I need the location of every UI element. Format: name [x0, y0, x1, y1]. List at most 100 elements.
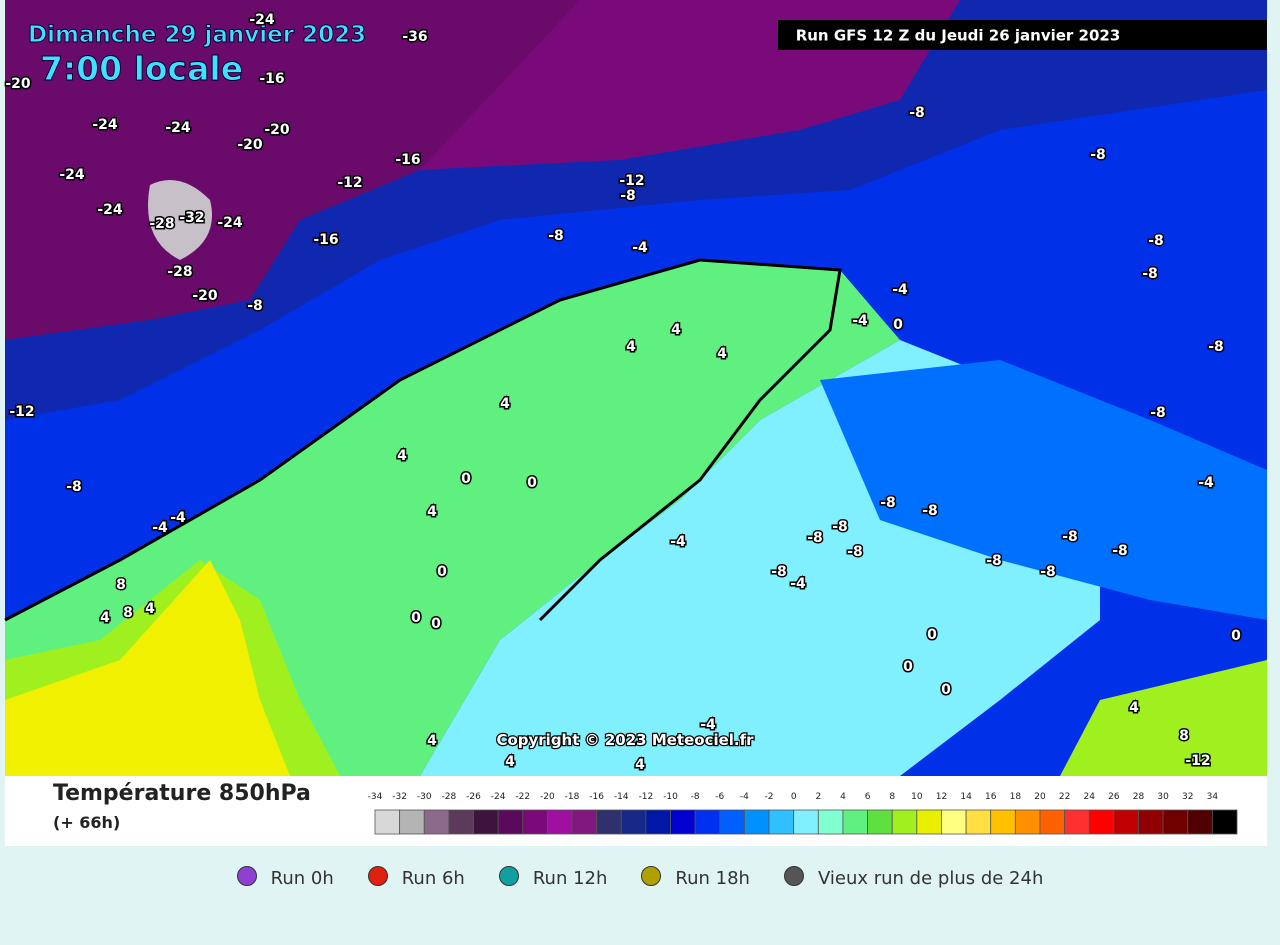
- scale-label: -34: [368, 792, 383, 802]
- contour-label: -24: [217, 215, 243, 231]
- legend-title: Température 850hPa: [53, 781, 311, 806]
- run-item[interactable]: Run 6h: [367, 866, 465, 889]
- contour-label: -24: [165, 120, 191, 136]
- scale-cell: [374, 809, 401, 835]
- run-dot: [367, 866, 388, 886]
- contour-label: 4: [717, 346, 727, 362]
- contour-label: -8: [1040, 564, 1056, 580]
- run-item[interactable]: Run 18h: [641, 866, 750, 889]
- cold-core: [148, 180, 212, 260]
- contour-label: -16: [395, 152, 420, 168]
- contour-label: 4: [427, 504, 437, 520]
- copyright: Copyright © 2023 Meteociel.fr: [496, 731, 754, 749]
- contour-label: -8: [1090, 147, 1106, 163]
- scale-cell: [1138, 809, 1164, 835]
- contour-label: 4: [500, 396, 510, 412]
- weather-map: Run GFS 12 Z du Jeudi 26 janvier 2023 Di…: [4, 0, 1267, 846]
- contour-label: 4: [505, 754, 515, 770]
- contour-label: 4: [671, 322, 681, 338]
- scale-label: 18: [1010, 792, 1022, 802]
- contour-label: -4: [700, 717, 716, 733]
- contour-label: -20: [5, 76, 31, 92]
- scale-cell: [941, 809, 967, 835]
- contour-label: -24: [92, 117, 118, 133]
- contour-label: -8: [247, 298, 263, 314]
- contour-label: -24: [97, 202, 123, 218]
- scale-cell: [1187, 809, 1213, 835]
- contour-label: 4: [635, 757, 645, 773]
- contour-label: -4: [790, 576, 806, 592]
- scale-cell: [1064, 809, 1090, 835]
- scale-label: -22: [515, 792, 530, 802]
- contour-label: -12: [1185, 753, 1210, 769]
- contour-label: -24: [59, 167, 85, 183]
- scale-label: 10: [911, 792, 923, 802]
- scale-label: -24: [491, 792, 506, 802]
- scale-cell: [547, 809, 573, 835]
- contour-label: -8: [1142, 266, 1158, 282]
- zero-isotherm: [4, 258, 842, 622]
- contour-label: -8: [1208, 339, 1224, 355]
- scale-cell: [1039, 809, 1066, 835]
- scale-label: -28: [442, 792, 457, 802]
- scale-label: 0: [791, 792, 797, 802]
- contour-label: -12: [619, 173, 644, 189]
- run-item[interactable]: Run 0h: [236, 866, 334, 889]
- run-info: Run GFS 12 Z du Jeudi 26 janvier 2023: [796, 27, 1121, 45]
- contour-label: 0: [893, 317, 903, 333]
- cool-area: [820, 360, 1267, 620]
- scale-cell: [916, 809, 942, 835]
- contour-label: -4: [152, 520, 168, 536]
- scale-label: 12: [936, 792, 947, 802]
- contour-label: -20: [264, 122, 290, 138]
- contour-label: -28: [167, 264, 192, 280]
- contour-label: -36: [402, 29, 427, 45]
- scale-label: -18: [565, 792, 580, 802]
- contour-label: -8: [832, 519, 848, 535]
- scale-cell: [867, 809, 893, 835]
- contour-label: -8: [620, 188, 636, 204]
- contour-label: -4: [1198, 475, 1214, 491]
- contour-label: 0: [903, 659, 913, 675]
- contour-label: 0: [927, 627, 937, 643]
- contour-label: -16: [259, 71, 284, 87]
- run-item[interactable]: Run 12h: [498, 866, 608, 889]
- scale-label: -20: [540, 792, 555, 802]
- run-label: Run 18h: [675, 868, 750, 889]
- contour-label: 4: [427, 733, 437, 749]
- scale-cell: [645, 809, 671, 835]
- contour-label: 4: [1129, 700, 1139, 716]
- scale-label: -30: [417, 792, 432, 802]
- time: 7:00 locale: [40, 49, 243, 88]
- scale-cell: [497, 809, 524, 835]
- contour-label: 0: [1231, 628, 1241, 644]
- scale-cell: [522, 809, 548, 835]
- contour-label: 0: [941, 682, 951, 698]
- scale-label: -10: [663, 792, 678, 802]
- contour-label: -20: [237, 137, 263, 153]
- contour-label: 0: [431, 616, 441, 632]
- scale-label: 34: [1207, 792, 1219, 802]
- contour-label: 4: [626, 339, 636, 355]
- scale-cell: [448, 809, 474, 835]
- scale-label: 28: [1133, 792, 1145, 802]
- scale-cell: [571, 809, 598, 835]
- contour-label: -8: [1148, 233, 1164, 249]
- scale-cell: [1162, 809, 1189, 835]
- contour-label: -8: [986, 553, 1002, 569]
- scale-label: -32: [392, 792, 407, 802]
- contour-label: -32: [179, 210, 204, 226]
- run-label: Run 0h: [270, 868, 334, 889]
- scale-label: -16: [589, 792, 604, 802]
- contour-label: -4: [670, 534, 686, 550]
- scale-label: -14: [614, 792, 629, 802]
- scale-cell: [817, 809, 844, 835]
- contour-label: -8: [880, 495, 896, 511]
- run-label: Run 12h: [532, 868, 608, 889]
- scale-label: -12: [639, 792, 654, 802]
- run-item[interactable]: Vieux run de plus de 24h: [783, 866, 1043, 889]
- run-dot: [783, 866, 804, 886]
- contour-label: -4: [170, 510, 186, 526]
- scale-cell: [596, 809, 622, 835]
- legend-subtitle: (+ 66h): [53, 813, 120, 832]
